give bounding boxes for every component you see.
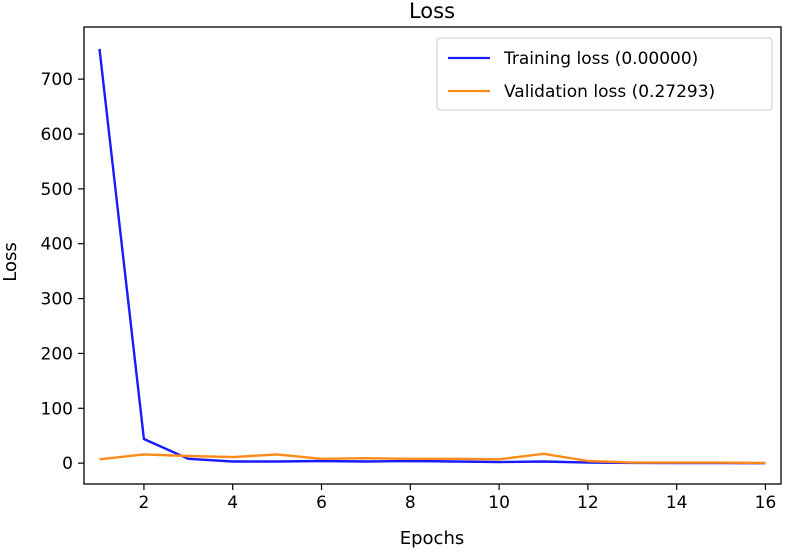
y-tick-label: 700: [41, 70, 73, 90]
x-tick-label: 10: [488, 493, 510, 513]
x-tick-label: 4: [227, 493, 238, 513]
plot-frame: [83, 26, 782, 485]
y-tick-label: 0: [62, 454, 73, 474]
x-tick-label: 14: [666, 493, 688, 513]
series-line-validation: [99, 452, 766, 465]
y-tick-label: 400: [41, 235, 73, 255]
x-axis-label: Epochs: [400, 528, 465, 549]
y-tick-label: 200: [41, 344, 73, 364]
y-tick-label: 100: [41, 399, 73, 419]
legend-box: [436, 37, 773, 111]
x-tick-label: 6: [316, 493, 327, 513]
y-tick-label: 500: [41, 180, 73, 200]
chart-title: Loss: [409, 0, 455, 23]
x-tick-label: 8: [405, 493, 416, 513]
x-tick-label: 2: [139, 493, 150, 513]
x-tick-label: 16: [755, 493, 777, 513]
y-tick-label: 600: [41, 125, 73, 145]
x-tick-label: 12: [577, 493, 599, 513]
legend-label-validation: Validation loss (0.27293): [504, 82, 715, 102]
series-line-training: [98, 48, 766, 465]
plot-lines: [98, 48, 766, 465]
y-axis-label: Loss: [0, 242, 21, 281]
legend: Training loss (0.00000) Validation loss …: [436, 37, 773, 111]
x-axis-ticks: 2 4 6 8 10 12 14 16: [139, 484, 777, 513]
y-tick-label: 300: [41, 290, 73, 310]
y-axis-ticks: 0 100 200 300 400 500 600 700: [41, 70, 84, 474]
legend-label-training: Training loss (0.00000): [503, 49, 698, 69]
